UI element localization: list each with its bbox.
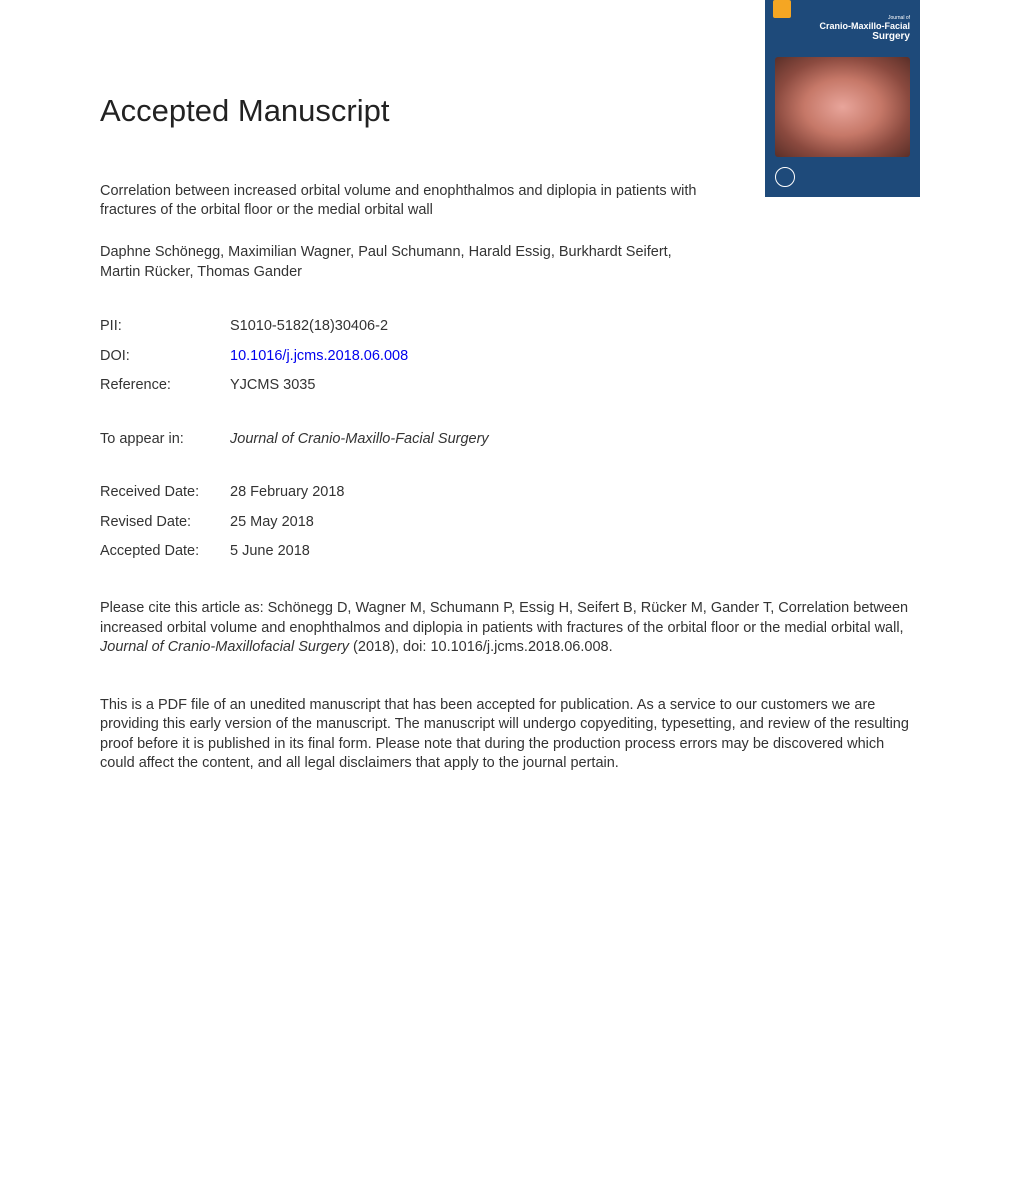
- publisher-logo-icon: [773, 0, 791, 18]
- doi-link[interactable]: 10.1016/j.jcms.2018.06.008: [230, 348, 408, 364]
- cover-journal-title: Journal of Cranio-Maxillo-Facial Surgery: [819, 16, 910, 42]
- accepted-label: Accepted Date:: [100, 537, 230, 567]
- reference-value: YJCMS 3035: [230, 371, 408, 401]
- disclaimer-text: This is a PDF file of an unedited manusc…: [100, 696, 920, 774]
- page-title: Accepted Manuscript: [100, 90, 710, 132]
- appear-table: To appear in: Journal of Cranio-Maxillo-…: [100, 425, 489, 455]
- accepted-value: 5 June 2018: [230, 537, 344, 567]
- received-label: Received Date:: [100, 478, 230, 508]
- citation-text: Please cite this article as: Schönegg D,…: [100, 599, 920, 658]
- to-appear-value: Journal of Cranio-Maxillo-Facial Surgery: [230, 425, 489, 455]
- revised-label: Revised Date:: [100, 508, 230, 538]
- pii-label: PII:: [100, 312, 230, 342]
- citation-journal: Journal of Cranio-Maxillofacial Surgery: [100, 639, 349, 655]
- reference-label: Reference:: [100, 371, 230, 401]
- pii-value: S1010-5182(18)30406-2: [230, 312, 408, 342]
- cover-seal-icon: [775, 167, 795, 187]
- revised-value: 25 May 2018: [230, 508, 344, 538]
- table-row: Reference: YJCMS 3035: [100, 371, 408, 401]
- table-row: To appear in: Journal of Cranio-Maxillo-…: [100, 425, 489, 455]
- journal-cover-thumbnail: Journal of Cranio-Maxillo-Facial Surgery: [765, 0, 920, 197]
- table-row: Accepted Date: 5 June 2018: [100, 537, 344, 567]
- to-appear-label: To appear in:: [100, 425, 230, 455]
- metadata-table: PII: S1010-5182(18)30406-2 DOI: 10.1016/…: [100, 312, 408, 401]
- table-row: DOI: 10.1016/j.jcms.2018.06.008: [100, 342, 408, 372]
- citation-prefix: Please cite this article as: Schönegg D,…: [100, 600, 908, 636]
- doi-label: DOI:: [100, 342, 230, 372]
- cover-artwork: [775, 57, 910, 157]
- table-row: Received Date: 28 February 2018: [100, 478, 344, 508]
- article-title: Correlation between increased orbital vo…: [100, 182, 710, 221]
- received-value: 28 February 2018: [230, 478, 344, 508]
- authors-list: Daphne Schönegg, Maximilian Wagner, Paul…: [100, 243, 710, 282]
- table-row: PII: S1010-5182(18)30406-2: [100, 312, 408, 342]
- dates-table: Received Date: 28 February 2018 Revised …: [100, 478, 344, 567]
- table-row: Revised Date: 25 May 2018: [100, 508, 344, 538]
- citation-suffix: (2018), doi: 10.1016/j.jcms.2018.06.008.: [349, 639, 613, 655]
